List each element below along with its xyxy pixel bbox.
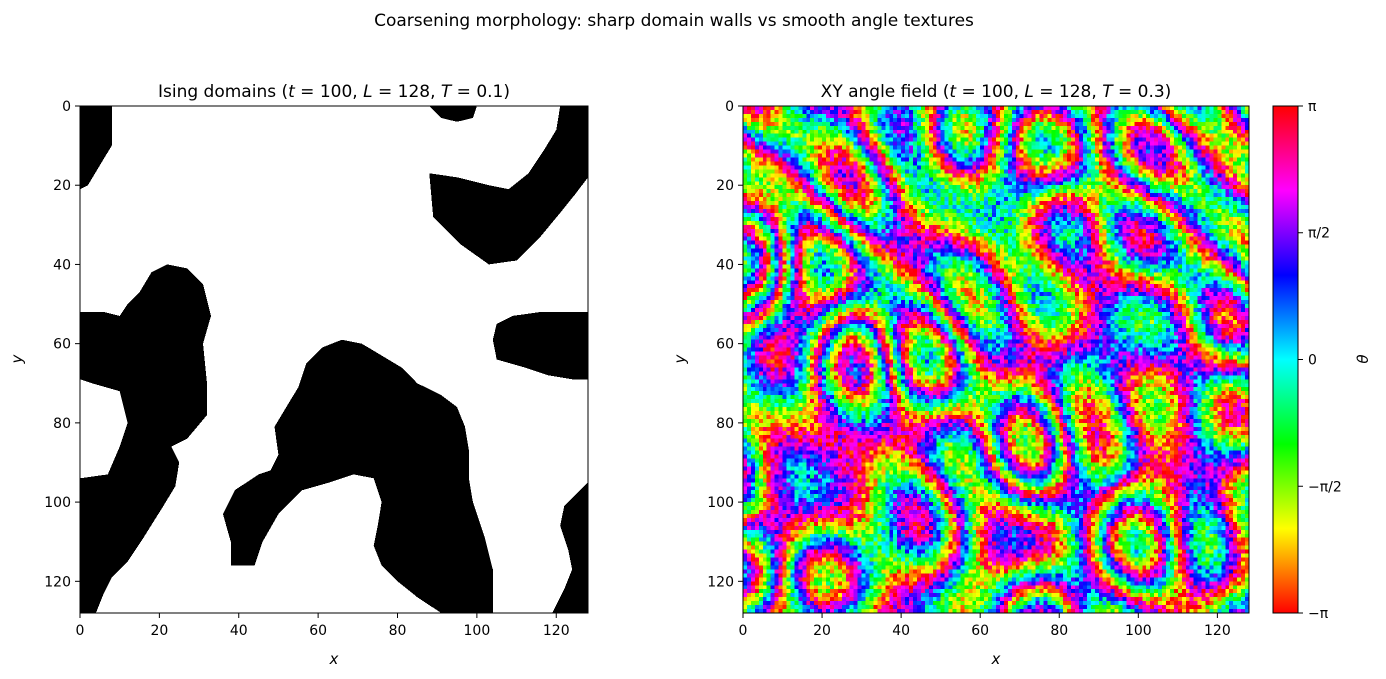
y-tick-label: 100 [44, 495, 71, 511]
x-tick-label: 80 [389, 623, 407, 639]
ising-domain-4 [222, 339, 493, 613]
x-tick-label: 100 [1125, 623, 1152, 639]
x-tick-label: 120 [543, 623, 570, 639]
colorbar-bar [1272, 105, 1299, 614]
ising-domain-1 [429, 106, 477, 122]
x-tick-label: 40 [230, 623, 248, 639]
ising-axes: 0 20 40 60 80 100 120 0 20 40 60 80 100 120 [44, 99, 589, 639]
x-tick-label: 120 [1204, 623, 1231, 639]
ising-domain-6 [552, 482, 588, 613]
colorbar: −π −π/2 0 π/2 π θ [1272, 99, 1372, 622]
figure-suptitle: Coarsening morphology: sharp domain wall… [374, 11, 974, 31]
colorbar-gradient [1272, 105, 1299, 614]
axes-frame [79, 105, 589, 614]
colorbar-tick-label: π [1308, 99, 1317, 115]
x-tick-label: 60 [309, 623, 327, 639]
ising-title: Ising domains (t = 100, L = 128, T = 0.1… [158, 82, 510, 102]
y-tick-label: 0 [62, 99, 71, 115]
y-tick-label: 80 [53, 416, 71, 432]
axes-frame [742, 105, 1250, 614]
y-tick-label: 20 [716, 178, 734, 194]
xy-xlabel: x [991, 650, 1001, 668]
x-tick-label: 40 [892, 623, 910, 639]
colorbar-tick-label: −π [1308, 606, 1329, 622]
y-tick-label: 40 [716, 257, 734, 273]
x-tick-label: 100 [464, 623, 491, 639]
x-tick-label: 60 [971, 623, 989, 639]
y-tick-label: 20 [53, 178, 71, 194]
x-tick-label: 80 [1050, 623, 1068, 639]
y-tick-label: 100 [707, 495, 734, 511]
ising-ylabel: y [8, 353, 26, 364]
colorbar-tick-label: 0 [1308, 353, 1317, 369]
y-tick-label: 60 [716, 337, 734, 353]
x-tick-label: 20 [813, 623, 831, 639]
xy-plot-area [743, 106, 1249, 613]
ising-domain-3 [80, 264, 211, 613]
ising-domain-2 [429, 106, 588, 265]
ising-domain-5 [492, 312, 588, 380]
y-tick-label: 120 [44, 574, 71, 590]
colorbar-ticks: −π −π/2 0 π/2 π [1298, 99, 1342, 622]
y-tick-label: 80 [716, 416, 734, 432]
ising-domain-0 [80, 106, 112, 190]
xy-ylabel: y [671, 353, 689, 364]
y-tick-label: 60 [53, 337, 71, 353]
xy-title: XY angle field (t = 100, L = 128, T = 0.… [821, 82, 1172, 102]
colorbar-tick-label: −π/2 [1308, 479, 1342, 495]
y-tick-label: 40 [53, 257, 71, 273]
xy-panel: XY angle field (t = 100, L = 128, T = 0.… [671, 82, 1250, 668]
x-tick-label: 0 [76, 623, 85, 639]
x-tick-label: 20 [150, 623, 168, 639]
ising-panel: Ising domains (t = 100, L = 128, T = 0.1… [8, 82, 589, 668]
xy-angle-field [743, 106, 1249, 613]
colorbar-tick-label: π/2 [1308, 226, 1330, 242]
ising-xlabel: x [329, 650, 339, 668]
xy-axes: 0 20 40 60 80 100 120 0 20 40 60 80 100 120 [707, 99, 1250, 639]
colorbar-label: θ [1354, 354, 1372, 363]
ising-plot-area [80, 106, 588, 613]
x-tick-label: 0 [739, 623, 748, 639]
y-tick-label: 0 [725, 99, 734, 115]
y-tick-label: 120 [707, 574, 734, 590]
